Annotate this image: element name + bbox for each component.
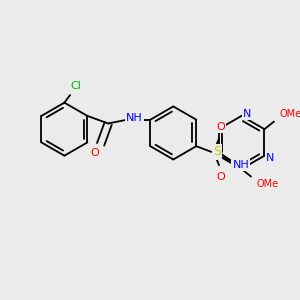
- Text: NH: NH: [232, 160, 249, 170]
- Text: O: O: [217, 122, 225, 132]
- Text: OMe: OMe: [257, 179, 279, 189]
- Text: OMe: OMe: [280, 109, 300, 119]
- Text: N: N: [266, 153, 274, 163]
- Text: O: O: [91, 148, 99, 158]
- Text: Cl: Cl: [70, 81, 81, 91]
- Text: S: S: [213, 146, 221, 158]
- Text: N: N: [243, 109, 251, 119]
- Text: O: O: [217, 172, 225, 182]
- Text: NH: NH: [126, 113, 143, 123]
